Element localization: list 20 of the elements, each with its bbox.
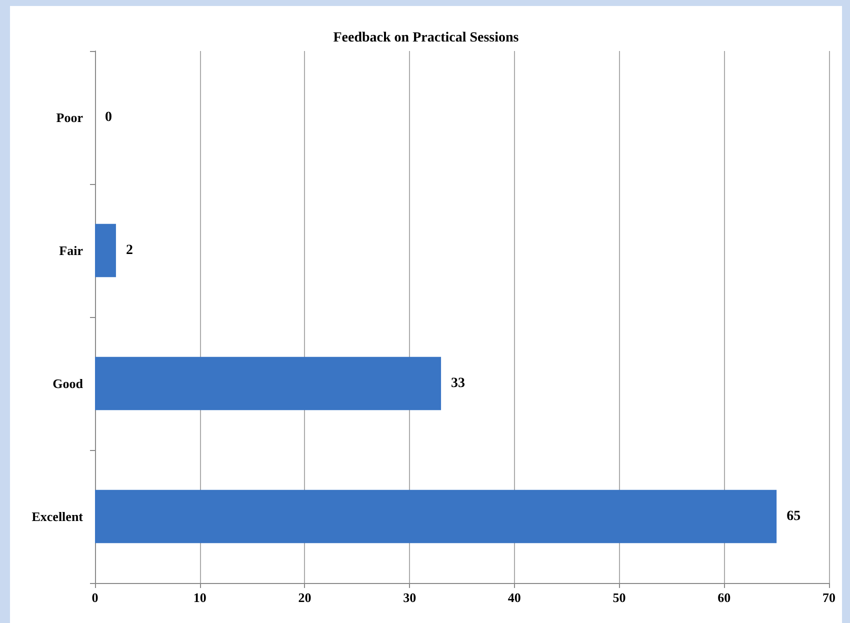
data-label: 33 — [451, 376, 466, 391]
x-tick-label: 60 — [718, 590, 731, 605]
x-tick-label: 50 — [612, 590, 626, 605]
data-label: 65 — [786, 509, 801, 524]
bar — [95, 490, 777, 544]
bar — [95, 224, 116, 278]
data-label: 2 — [126, 243, 133, 258]
y-tick-label: Excellent — [32, 509, 84, 524]
x-tick-label: 70 — [822, 590, 836, 605]
x-tick-label: 10 — [193, 590, 206, 605]
x-tick-label: 0 — [92, 590, 98, 605]
x-tick-label: 20 — [298, 590, 312, 605]
x-tick-label: 40 — [508, 590, 521, 605]
y-tick-label: Poor — [56, 110, 84, 125]
bar — [95, 356, 442, 410]
y-tick-label: Fair — [59, 243, 84, 258]
y-tick-label: Good — [52, 376, 84, 391]
chart-title: Feedback on Practical Sessions — [333, 30, 520, 46]
x-tick-label: 30 — [403, 590, 416, 605]
data-label: 0 — [105, 110, 112, 125]
